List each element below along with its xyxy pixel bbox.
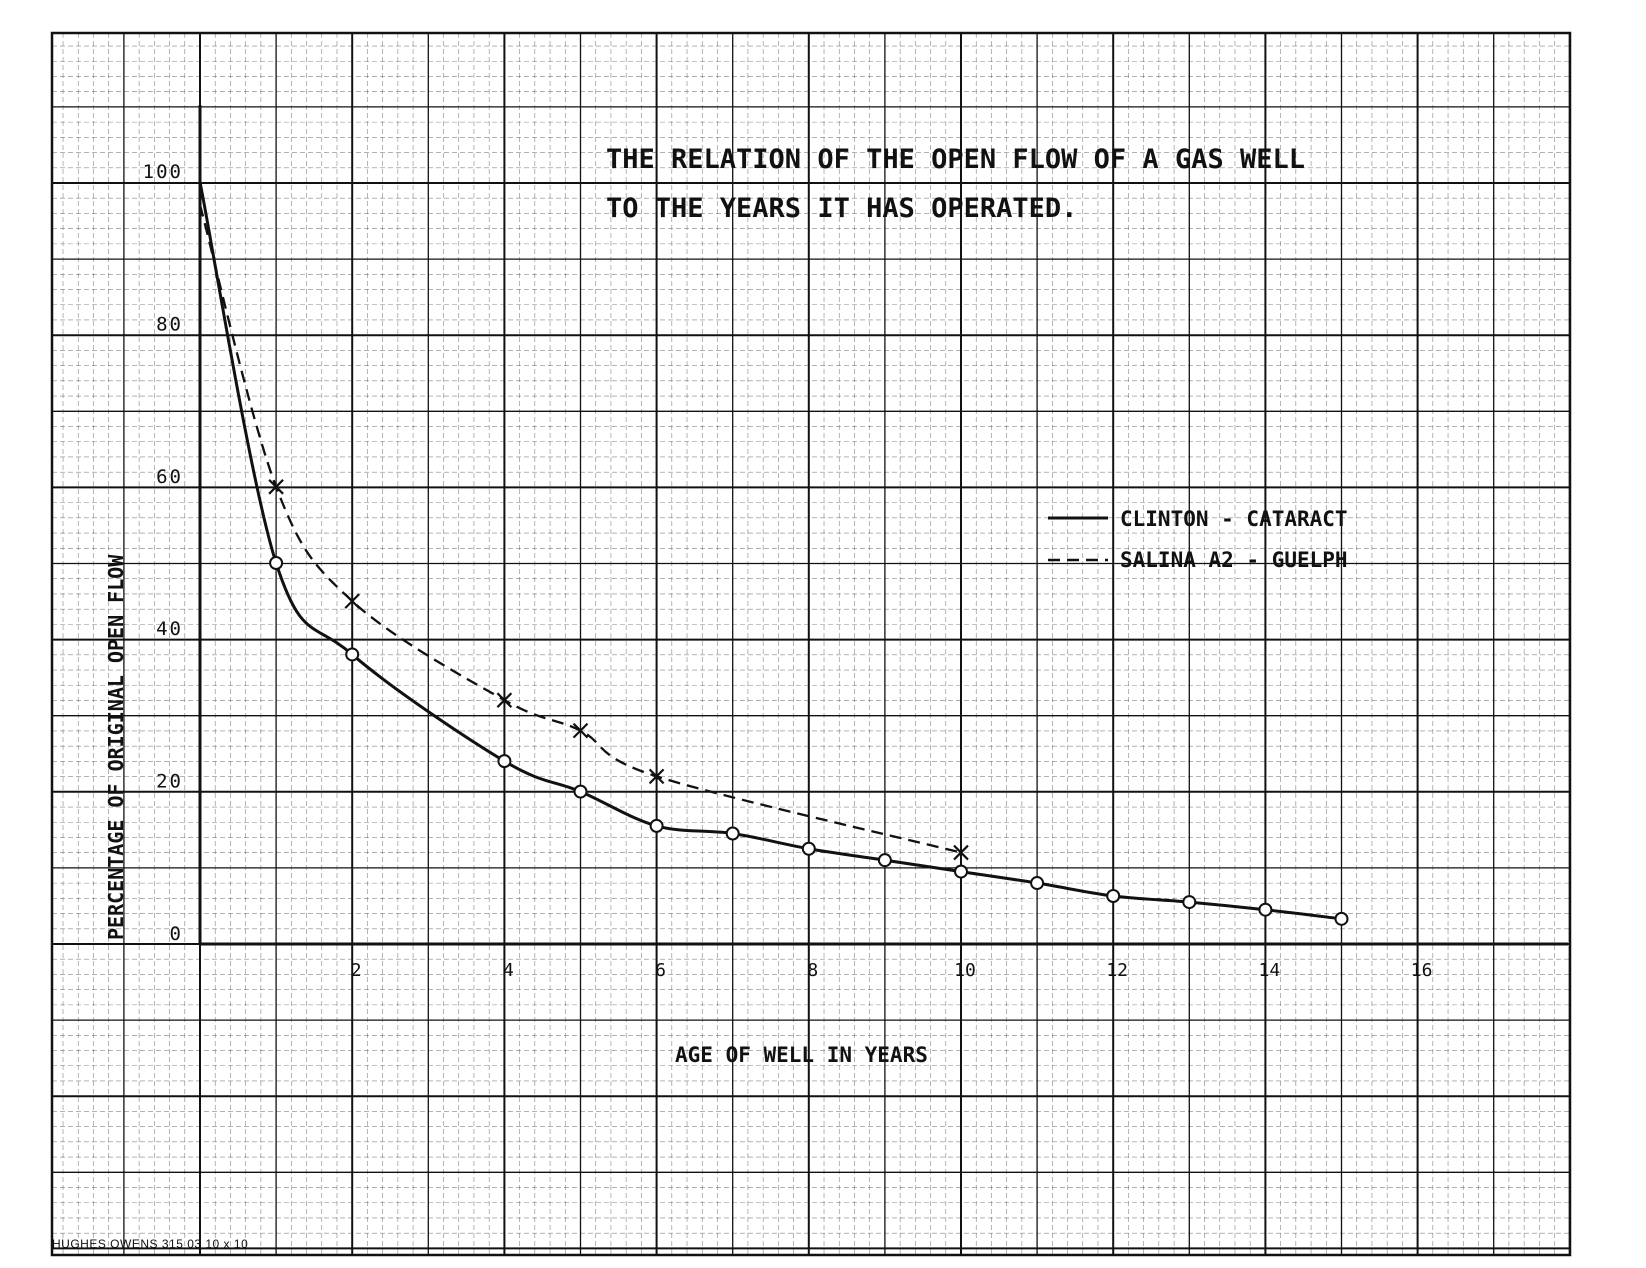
chart-title: THE RELATION OF THE OPEN FLOW OF A GAS W… [606, 144, 1305, 224]
y-tick-label: 0 [170, 923, 183, 945]
x-tick-label: 6 [655, 960, 666, 981]
y-axis-label: PERCENTAGE OF ORIGINAL OPEN FLOW [104, 554, 128, 940]
data-point-circle [345, 647, 360, 662]
data-point-x [344, 593, 360, 609]
data-point-circle [1106, 888, 1121, 903]
data-point-x-stroke [953, 844, 969, 861]
x-tick-label: 10 [954, 960, 976, 981]
y-tick-label: 80 [156, 313, 183, 335]
data-point-x [496, 692, 513, 708]
data-point-circle [649, 818, 664, 833]
x-tick-label: 14 [1259, 960, 1281, 981]
legend: CLINTON - CATARACT SALINA A2 - GUELPH [1048, 507, 1348, 572]
data-series [198, 181, 1349, 926]
data-point-x [953, 844, 969, 861]
legend-label-clinton-cataract: CLINTON - CATARACT [1120, 507, 1348, 531]
data-point-circle [573, 784, 588, 799]
x-tick-labels: 2 4 6 8 10 12 14 16 [351, 960, 1433, 981]
paper-brand-footer: HUGHES OWENS 315 03 10 x 10 [52, 1237, 249, 1251]
data-point-x [268, 479, 284, 495]
data-point-x-stroke [496, 692, 513, 708]
x-tick-label: 8 [807, 960, 818, 981]
axes [198, 105, 1568, 946]
y-tick-label: 40 [156, 618, 183, 640]
y-tick-label: 60 [156, 466, 183, 488]
x-tick-label: 4 [503, 960, 514, 981]
graph-border [50, 31, 1572, 1257]
data-point-circle [1258, 902, 1273, 917]
series-line-1 [198, 204, 962, 854]
data-point-circle [725, 826, 740, 841]
data-point-x-stroke [572, 722, 589, 739]
data-point-circle [497, 754, 512, 769]
x-tick-label: 2 [351, 960, 362, 981]
y-tick-label: 20 [156, 771, 183, 793]
data-point-circle [801, 841, 816, 856]
chart-title-line-2: TO THE YEARS IT HAS OPERATED. [606, 193, 1077, 224]
x-tick-label: 12 [1106, 960, 1128, 981]
data-point-x-stroke [648, 768, 665, 785]
data-point-circle [877, 853, 892, 868]
y-tick-labels: 0 20 40 60 80 100 [143, 161, 183, 945]
data-point-circle [1030, 876, 1045, 891]
legend-label-salina-guelph: SALINA A2 - GUELPH [1120, 548, 1348, 572]
data-point-circle [269, 556, 284, 570]
data-point-x-stroke [344, 593, 360, 609]
data-point-circle [954, 864, 968, 879]
chart-title-line-1: THE RELATION OF THE OPEN FLOW OF A GAS W… [606, 144, 1305, 175]
data-point-circle [1182, 895, 1197, 910]
data-point-x [572, 722, 589, 739]
data-point-x-stroke [268, 479, 284, 495]
x-axis-label: AGE OF WELL IN YEARS [675, 1043, 928, 1067]
data-point-circle [1334, 911, 1349, 926]
data-point-x [648, 768, 665, 785]
y-tick-label: 100 [143, 161, 183, 183]
x-tick-label: 16 [1411, 960, 1433, 981]
